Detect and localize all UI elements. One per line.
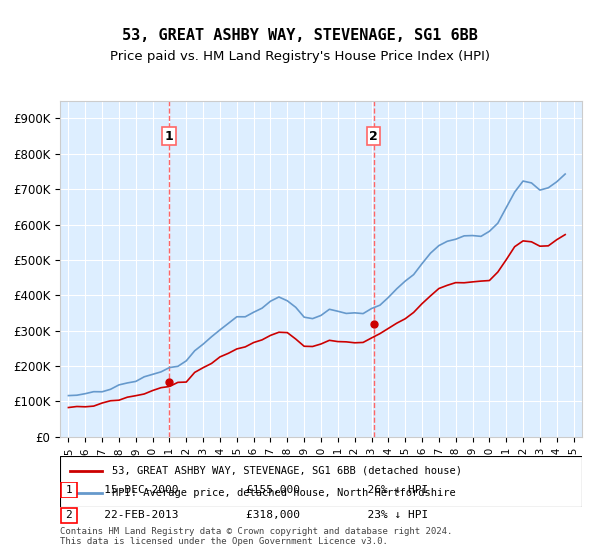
FancyBboxPatch shape bbox=[60, 456, 582, 507]
FancyBboxPatch shape bbox=[61, 482, 77, 497]
Text: 53, GREAT ASHBY WAY, STEVENAGE, SG1 6BB (detached house): 53, GREAT ASHBY WAY, STEVENAGE, SG1 6BB … bbox=[112, 465, 462, 475]
Text: 2: 2 bbox=[65, 510, 73, 520]
Text: 15-DEC-2000          £155,000          26% ↓ HPI: 15-DEC-2000 £155,000 26% ↓ HPI bbox=[84, 485, 428, 495]
Text: 1: 1 bbox=[164, 130, 173, 143]
Text: HPI: Average price, detached house, North Hertfordshire: HPI: Average price, detached house, Nort… bbox=[112, 488, 456, 498]
Text: 22-FEB-2013          £318,000          23% ↓ HPI: 22-FEB-2013 £318,000 23% ↓ HPI bbox=[84, 510, 428, 520]
Text: 2: 2 bbox=[369, 130, 378, 143]
Text: Contains HM Land Registry data © Crown copyright and database right 2024.
This d: Contains HM Land Registry data © Crown c… bbox=[60, 526, 452, 546]
Text: Price paid vs. HM Land Registry's House Price Index (HPI): Price paid vs. HM Land Registry's House … bbox=[110, 50, 490, 63]
FancyBboxPatch shape bbox=[61, 507, 77, 523]
Text: 53, GREAT ASHBY WAY, STEVENAGE, SG1 6BB: 53, GREAT ASHBY WAY, STEVENAGE, SG1 6BB bbox=[122, 28, 478, 43]
Text: 1: 1 bbox=[65, 485, 73, 495]
